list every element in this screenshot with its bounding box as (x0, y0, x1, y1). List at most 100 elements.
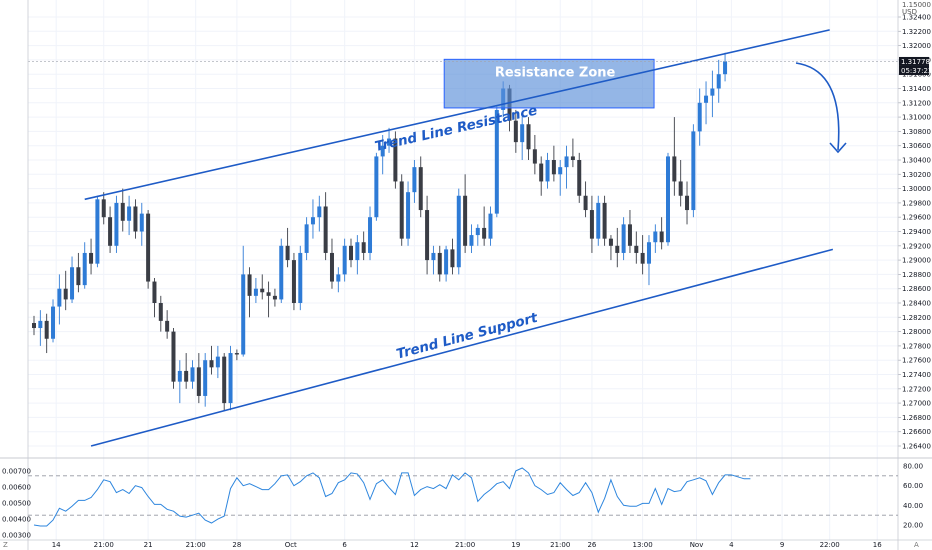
price-axis[interactable]: 1.324001.322001.320001.318001.316001.314… (898, 14, 931, 451)
zoom-icon[interactable]: Z (3, 541, 8, 549)
candle-body (38, 320, 43, 329)
time-tick-label: 19 (511, 541, 520, 549)
candle-body (215, 356, 220, 368)
candle-body (513, 120, 518, 143)
candle-body (431, 252, 436, 261)
candle-body (558, 167, 563, 175)
candle-body (361, 242, 366, 253)
time-tick-label: Nov (690, 541, 704, 549)
candle-body (165, 320, 170, 332)
candle (570, 138, 575, 168)
oscillator-tick-label: 20.00 (903, 522, 923, 530)
candle (120, 188, 125, 232)
candlestick-series (32, 52, 728, 411)
candle (57, 274, 62, 325)
candle (241, 245, 246, 357)
candle-body (355, 242, 360, 261)
candle-body (418, 167, 423, 211)
price-tick-label: 1.30600 (902, 142, 931, 150)
price-tick-label: 1.32200 (902, 28, 931, 36)
candle-body (241, 274, 246, 355)
candle-body (285, 245, 290, 261)
oscillator-left-tick-label: 0.00400 (2, 516, 31, 524)
candle-body (329, 252, 334, 282)
candle-body (177, 370, 182, 382)
candle (101, 192, 106, 225)
candle (215, 345, 220, 379)
candle (564, 145, 569, 189)
candle (291, 252, 296, 311)
resistance-zone[interactable]: Resistance Zone (443, 58, 655, 109)
candle (95, 195, 100, 268)
time-tick-label: 26 (587, 541, 596, 549)
candle (425, 195, 430, 275)
candle-body (349, 245, 353, 261)
candle (380, 134, 385, 175)
projection-arrow[interactable] (795, 62, 847, 154)
candle (621, 217, 626, 261)
candle-body (685, 195, 690, 211)
candle (266, 281, 271, 318)
resistance-zone-box[interactable] (443, 58, 655, 109)
candle (532, 134, 537, 175)
candle-body (437, 252, 442, 275)
candle (406, 181, 411, 246)
price-tick-label: 1.28400 (902, 300, 931, 308)
candle-body (171, 331, 176, 382)
candle-body (589, 210, 594, 239)
candle (203, 353, 208, 407)
candle-body (450, 249, 455, 268)
candle-body (152, 281, 157, 303)
candle-body (63, 288, 68, 300)
candle-body (253, 288, 258, 296)
candle-body (545, 160, 550, 182)
trend-line-support[interactable] (90, 248, 834, 447)
candle (666, 152, 670, 246)
oscillator-tick-label: 60.00 (903, 482, 923, 490)
candle (196, 353, 201, 404)
candle (329, 238, 334, 289)
candle (114, 195, 119, 253)
candle (653, 224, 658, 253)
candle-body (101, 199, 106, 218)
candle-body (190, 367, 195, 382)
candle (139, 202, 144, 246)
candle-body (304, 224, 309, 253)
candle (89, 238, 94, 275)
candle-body (127, 206, 132, 221)
time-tick-label: 22:00 (820, 541, 840, 549)
candle (38, 310, 43, 346)
time-tick-label: 21 (144, 541, 153, 549)
candle (190, 360, 195, 389)
candle (431, 245, 436, 275)
candle-body (51, 306, 56, 339)
candle (640, 235, 645, 275)
oscillator-left-axis[interactable]: 0.00700 0.00600 0.00500 0.00400 0.00300 (2, 468, 31, 540)
candle-body (108, 217, 113, 246)
candle (63, 270, 68, 311)
time-tick-label: 21:00 (550, 541, 570, 549)
candle (520, 117, 525, 160)
price-tick-label: 1.29200 (902, 242, 931, 250)
candle (444, 245, 449, 282)
candle-body (704, 95, 709, 103)
candle-body (570, 156, 575, 160)
price-tick-label: 1.29600 (902, 214, 931, 222)
candle-body (526, 124, 531, 150)
candle (526, 117, 531, 160)
auto-scale-icon[interactable]: A (914, 541, 919, 549)
trend-line-resistance[interactable] (84, 29, 830, 201)
candle-body (444, 249, 449, 275)
oscillator-right-axis[interactable]: 80.00 60.00 40.00 20.00 (903, 463, 923, 530)
price-tick-label: 1.29000 (902, 257, 931, 265)
candle-body (44, 320, 49, 339)
candle (615, 227, 620, 268)
time-axis[interactable]: 14 21:00 21 21:00 28 Oct 6 12 21:00 19 21:00 26 13:0… (52, 541, 882, 549)
candle-body (342, 245, 347, 275)
candle-body (564, 156, 569, 168)
candle (539, 156, 544, 196)
time-tick-label: 13:00 (633, 541, 653, 549)
candle (32, 315, 36, 336)
candle (608, 235, 613, 261)
